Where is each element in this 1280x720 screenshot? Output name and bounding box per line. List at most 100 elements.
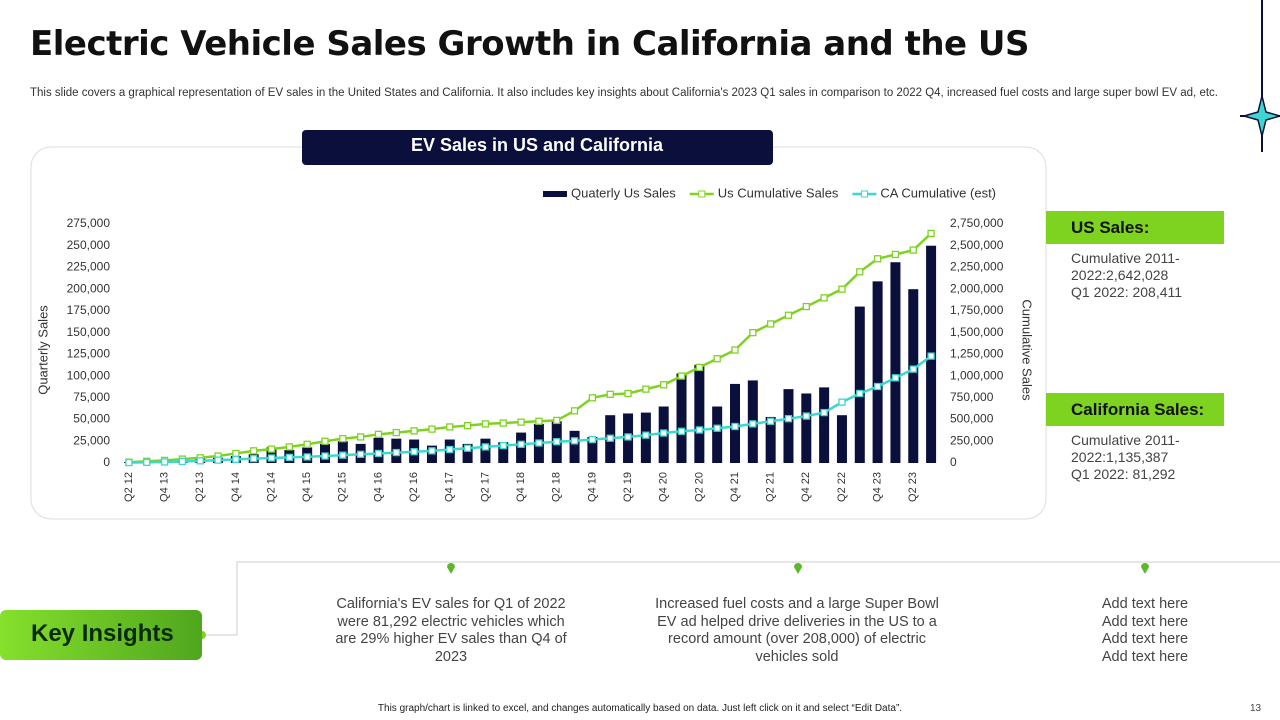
legend-swatch [698,190,706,198]
x-tick-label: Q2 17 [479,472,491,502]
line-marker [660,381,668,389]
line-marker [267,454,276,462]
panel-text: Cumulative 2011-2022:1,135,387 [1071,432,1180,465]
line-marker [499,419,507,427]
line-marker [873,255,882,263]
y2-tick-label: 1,000,000 [950,368,1004,382]
line-marker [553,438,561,446]
x-tick-label: Q2 12 [123,472,135,502]
line-marker [784,311,793,319]
y-tick-label: 50,000 [73,412,110,426]
pins [447,563,1149,574]
x-tick-label: Q2 22 [836,472,848,502]
y2-tick-label: 250,000 [950,433,994,447]
legend-label: CA Cumulative (est) [880,185,996,200]
x-tick-label: Q2 18 [551,472,563,502]
line-marker [446,423,454,431]
line-marker [463,444,472,452]
bar [819,387,830,463]
line [128,232,932,464]
bar [462,443,473,463]
line-marker [713,355,721,363]
y-tick-label: 150,000 [67,325,111,339]
line-marker [767,320,775,328]
x-tick-label: Q4 14 [230,472,242,502]
line-marker [410,448,418,456]
line-marker [232,455,240,463]
line-marker [570,437,579,445]
line-marker [428,447,436,455]
line-marker [802,412,810,420]
line-marker [695,363,703,372]
line-marker [909,246,917,254]
bar [836,415,847,463]
insight: California's EV sales for Q1 of 2022 wer… [335,596,567,665]
bar [854,306,865,463]
x-tick-label: Q4 21 [729,472,741,502]
bar [765,416,776,463]
y2-tick-label: 2,000,000 [950,281,1004,295]
y2-tick-label: 0 [950,455,957,469]
line-marker [606,434,614,442]
bar [783,389,794,463]
y-tick-label: 25,000 [73,433,110,447]
page-number: 13 [1250,703,1262,714]
bar [676,373,687,463]
line-marker [392,448,400,457]
line-marker [606,390,614,398]
y-tick-label: 175,000 [67,303,111,317]
legend-label: Quaterly Us Sales [571,185,676,200]
panel-text: Q1 2022: 81,292 [1071,466,1176,482]
y2-tick-label: 2,750,000 [950,216,1004,230]
panel-text: Cumulative 2011-2022:2,642,028 [1071,250,1180,283]
line-marker [784,415,793,423]
y-tick-label: 0 [103,455,110,469]
line-marker [731,346,739,354]
bar [712,406,723,463]
line-marker [196,457,204,465]
chart-title-bar [302,130,773,165]
x-tick-label: Q4 19 [586,472,598,502]
line-marker [677,427,686,435]
line-marker [820,294,828,302]
slide-description: This slide covers a graphical representa… [30,87,1218,99]
line-marker [749,328,757,337]
line-marker [624,433,632,441]
line-marker [267,445,276,453]
y-axis-label: Quarterly Sales [35,305,50,395]
line-marker [677,372,686,380]
y-tick-label: 200,000 [67,281,111,295]
line-marker [535,439,543,447]
line-marker [374,449,383,458]
bar [872,281,883,463]
star-icon [1241,95,1280,137]
line-marker [481,420,490,428]
footer: This graph/chart is linked to excel, and… [377,703,903,714]
line-marker [891,250,900,259]
legend-label: Us Cumulative Sales [718,185,839,200]
y2-tick-label: 2,500,000 [950,238,1004,252]
bar [801,393,812,463]
line-marker [481,443,490,451]
line-marker [463,421,472,430]
line-marker [499,441,507,450]
y2-tick-label: 1,750,000 [950,303,1004,317]
line-marker [214,456,222,464]
chart-title: EV Sales in US and California [411,135,664,155]
legend-swatch [543,191,567,197]
insight: Increased fuel costs and a large Super B… [655,596,939,665]
line-marker [285,453,293,462]
line-marker [713,424,721,432]
x-tick-label: Q2 23 [907,472,919,502]
y-tick-label: 125,000 [67,347,111,361]
line-marker [232,449,240,458]
x-tick-label: Q2 21 [765,472,777,502]
panel-text: Q1 2022: 208,411 [1071,284,1183,300]
line-marker [178,457,187,466]
line-marker [321,437,329,445]
line-marker [357,450,365,458]
line-marker [250,447,258,455]
connector [202,561,1280,636]
